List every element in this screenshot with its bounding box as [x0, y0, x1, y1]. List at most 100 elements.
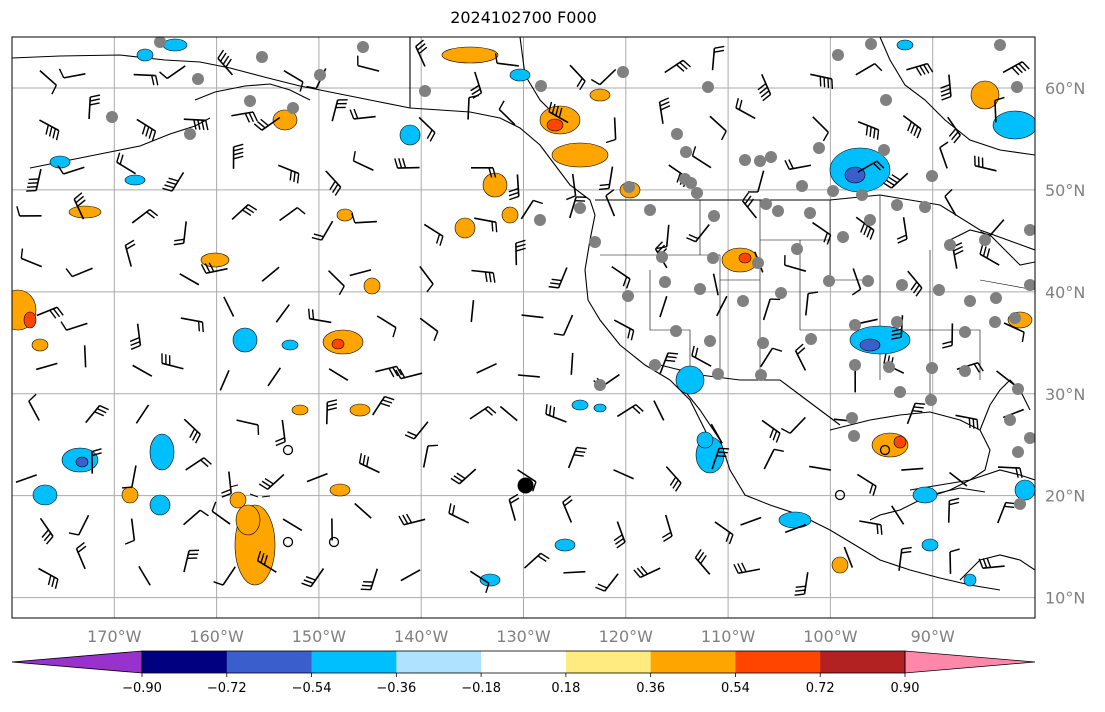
anomaly-contour-patch — [738, 252, 752, 264]
wind-barb — [275, 304, 290, 323]
wind-barb — [279, 206, 306, 222]
anomaly-contour-patch — [1014, 479, 1035, 501]
station-dot — [864, 214, 876, 226]
wind-barb — [499, 405, 518, 422]
station-dots — [106, 37, 1035, 548]
colorbar: −0.90 −0.72 −0.54 −0.36 −0.18 0.18 0.36 0.54 0.7… — [11, 650, 1036, 696]
wind-barb — [659, 352, 679, 374]
wind-barb — [60, 321, 88, 331]
wind-barb — [419, 265, 434, 293]
station-dot — [357, 41, 369, 53]
wind-barb — [948, 471, 968, 487]
station-dot — [775, 287, 787, 299]
station-dot — [772, 205, 784, 217]
anomaly-contour-patch — [331, 338, 345, 350]
station-dot — [994, 39, 1006, 51]
station-dot — [623, 181, 635, 193]
wind-barb — [810, 73, 834, 89]
wind-barb — [568, 196, 587, 219]
wind-barb — [712, 273, 719, 296]
wind-barb — [161, 353, 184, 370]
wind-barb — [523, 552, 550, 569]
station-dot — [314, 69, 326, 81]
latitude-label: 20°N — [1045, 487, 1085, 506]
anomaly-contour-patch — [963, 573, 977, 587]
station-dot — [622, 290, 634, 302]
wind-barb — [180, 317, 204, 333]
wind-barb — [882, 172, 909, 189]
anomaly-contour-patch — [399, 124, 421, 146]
cyclone-center-marker — [517, 477, 534, 494]
anomaly-contour-patch — [896, 39, 914, 51]
wind-barb — [857, 120, 880, 140]
wind-barb — [351, 213, 377, 224]
wind-barb — [658, 97, 671, 124]
colorbar-tick-label: −0.18 — [461, 681, 501, 696]
anomaly-contour-patch — [232, 327, 258, 353]
colorbar-tick-label: 0.72 — [806, 681, 835, 696]
wind-barb — [508, 493, 520, 521]
wind-barb — [223, 296, 235, 317]
wind-barb — [1002, 61, 1030, 76]
station-dot — [707, 252, 719, 264]
map-title: 2024102700 F000 — [450, 8, 597, 27]
wind-barb — [328, 270, 345, 296]
anomaly-contours — [12, 38, 1035, 587]
anomaly-contour-patch — [554, 538, 576, 552]
colorbar-segment — [142, 651, 228, 673]
wind-barb — [907, 270, 923, 297]
station-dot — [849, 319, 861, 331]
station-dot — [704, 335, 716, 347]
wind-barb — [562, 495, 573, 523]
wind-barb — [415, 39, 428, 67]
station-dot — [1012, 446, 1024, 458]
wind-barb — [794, 343, 807, 371]
station-dot — [256, 51, 268, 63]
station-dot — [739, 154, 751, 166]
wind-barb — [498, 100, 516, 126]
wind-barb — [859, 520, 883, 535]
wind-barb — [88, 94, 101, 120]
wind-barb — [469, 405, 497, 420]
longitude-label: 170°W — [87, 627, 142, 646]
latitude-label: 10°N — [1045, 589, 1085, 608]
anomaly-contour-patch — [363, 277, 381, 295]
station-dot — [694, 283, 706, 295]
wind-barb — [906, 62, 934, 76]
wind-barb — [611, 265, 631, 289]
station-dot — [1024, 432, 1035, 444]
anomaly-contour-patch — [162, 38, 188, 52]
wind-barb — [131, 208, 159, 224]
wind-barb — [939, 141, 949, 169]
wind-barb — [357, 55, 380, 72]
wind-barb — [855, 62, 883, 76]
anomaly-contour-patch — [992, 110, 1035, 140]
wind-barb — [906, 402, 926, 425]
station-dot — [878, 144, 890, 156]
station-dot — [891, 199, 903, 211]
colorbar-extend-low — [11, 650, 143, 674]
wind-barb — [857, 160, 885, 173]
wind-barb — [710, 423, 723, 444]
wind-barb — [784, 255, 807, 272]
colorbar-segment — [396, 651, 482, 673]
wind-barb — [136, 118, 157, 141]
colorbar-segment — [565, 651, 652, 673]
wind-barb — [545, 404, 567, 423]
wind-barb — [331, 99, 348, 122]
colorbar-segment — [481, 651, 567, 673]
anomaly-contour-patch — [893, 435, 907, 449]
anomaly-contour-patch — [336, 208, 354, 222]
calm-wind-circle — [282, 444, 294, 456]
wind-barb — [735, 97, 756, 120]
wind-barb — [757, 73, 772, 102]
wind-barb — [714, 521, 734, 545]
station-dot — [594, 379, 606, 391]
wind-barb — [183, 549, 200, 573]
station-dot — [862, 275, 874, 287]
anomaly-contour-patch — [675, 365, 705, 395]
station-dot — [796, 180, 808, 192]
station-dot — [712, 368, 724, 380]
wind-barb — [1003, 322, 1025, 343]
wind-barb — [467, 94, 479, 120]
